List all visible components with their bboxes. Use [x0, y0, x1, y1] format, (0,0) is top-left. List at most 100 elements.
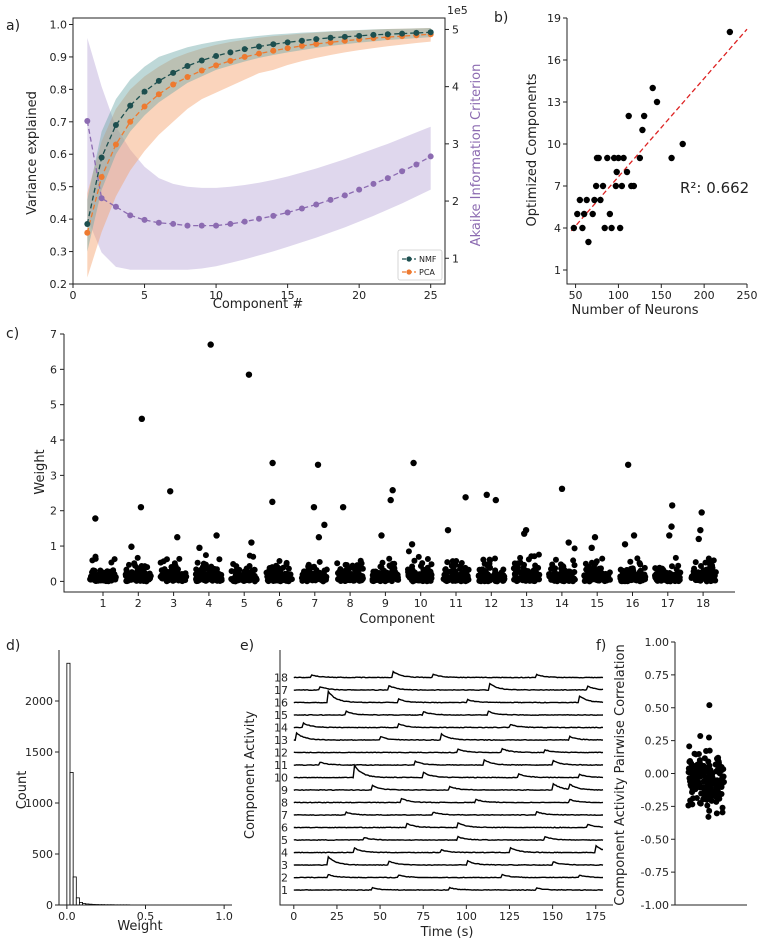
correlation-point [697, 733, 704, 740]
weight-point [277, 569, 284, 576]
chart-c-xtick-label: 13 [520, 597, 534, 610]
chart-f-ytick-label: 0.75 [645, 669, 670, 682]
activity-trace [293, 682, 604, 692]
activity-trace [293, 886, 604, 892]
weight-point [358, 564, 365, 571]
chart-c-xtick-label: 12 [484, 597, 498, 610]
scatter-point [636, 154, 644, 162]
weight-point [672, 554, 679, 561]
weight-point [166, 571, 173, 578]
weight-point [176, 555, 183, 562]
weight-point [339, 568, 346, 575]
chart-c-ytick-label: 3 [50, 469, 57, 482]
correlation-point [700, 796, 707, 803]
chart-c-ytick-label: 7 [50, 328, 57, 341]
weight-point [134, 554, 141, 561]
correlation-point [706, 702, 713, 709]
weight-outlier [695, 535, 702, 543]
chart-e-ytick-label: 6 [281, 822, 288, 835]
weight-point [532, 562, 539, 569]
pca-point [270, 47, 277, 54]
activity-trace [293, 721, 604, 729]
weight-point [335, 576, 342, 583]
weight-outlier [591, 534, 599, 541]
chart-b-xtick-label: 100 [608, 289, 629, 302]
chart-e-ytick-label: 16 [274, 697, 288, 710]
aic-point [155, 219, 162, 226]
chart-a-y2tick-label: 1 [452, 252, 459, 265]
weight-point [125, 561, 132, 568]
weight-point [668, 563, 675, 570]
weight-point [491, 555, 498, 562]
scatter-point [653, 98, 661, 106]
chart-d-xtick-label: 0.5 [137, 910, 155, 923]
correlation-point [707, 784, 714, 791]
activity-trace [293, 763, 604, 779]
weight-point [230, 560, 237, 567]
scatter-point [592, 182, 600, 190]
chart-d-ytick-label: 0 [46, 899, 53, 912]
weight-point [97, 567, 104, 574]
scatter-point [618, 182, 626, 190]
weight-outlier [314, 461, 322, 468]
weight-point [517, 554, 524, 561]
weight-point [351, 574, 358, 581]
chart-e-ytick-label: 18 [274, 672, 288, 685]
nmf-point [413, 29, 420, 36]
weight-outlier [483, 491, 490, 499]
weight-point [147, 575, 154, 582]
weight-point [267, 572, 274, 579]
correlation-point [689, 789, 696, 796]
nmf-point [270, 41, 277, 48]
panel-label-c: c) [6, 326, 19, 342]
weight-point [653, 576, 660, 583]
correlation-point [705, 813, 712, 820]
weight-point [388, 578, 395, 585]
weight-point [420, 566, 427, 573]
chart-e-ytick-label: 10 [274, 772, 288, 785]
weight-point [370, 568, 377, 575]
chart-d-xtick-label: 1.0 [215, 910, 233, 923]
weight-point [272, 577, 279, 584]
pca-point [84, 229, 91, 236]
scatter-point [613, 168, 620, 176]
weight-point [624, 568, 631, 575]
weight-outlier [245, 371, 253, 378]
chart-a-xtick-label: 20 [352, 289, 366, 302]
nmf-point [98, 154, 105, 161]
aic-point [327, 196, 334, 203]
weight-outlier [137, 503, 145, 511]
chart-a-xlabel: Component # [213, 297, 304, 312]
chart-c-ytick-label: 6 [50, 363, 57, 376]
chart-c-xtick-label: 4 [205, 597, 212, 610]
weight-outlier [444, 526, 452, 534]
chart-c-xtick-label: 6 [276, 597, 283, 610]
weight-point [636, 576, 643, 583]
weight-point [712, 569, 719, 576]
weight-point [478, 577, 485, 584]
correlation-point [701, 755, 708, 762]
chart-e-ytick-label: 8 [281, 797, 288, 810]
chart-e-ytick-label: 3 [281, 859, 288, 872]
pca-point [98, 173, 105, 180]
weight-point [627, 577, 634, 584]
chart-b-ytick-label: 10 [547, 138, 561, 151]
correlation-point [714, 785, 721, 792]
pca-point [241, 53, 248, 60]
scatter-point [604, 154, 611, 162]
weight-point [200, 560, 207, 567]
weight-point [691, 565, 698, 572]
correlation-point [699, 784, 706, 791]
activity-trace [293, 670, 604, 679]
weight-point [265, 578, 272, 585]
activity-trace [293, 710, 604, 717]
aic-point [341, 192, 348, 199]
chart-b-xtick-label: 50 [569, 289, 583, 302]
nmf-point [84, 220, 91, 227]
weight-point [558, 569, 565, 576]
weight-point [554, 578, 561, 585]
weight-point [287, 571, 294, 578]
panel-label-f: f) [596, 638, 606, 654]
chart-e-xtick-label: 25 [330, 910, 344, 923]
